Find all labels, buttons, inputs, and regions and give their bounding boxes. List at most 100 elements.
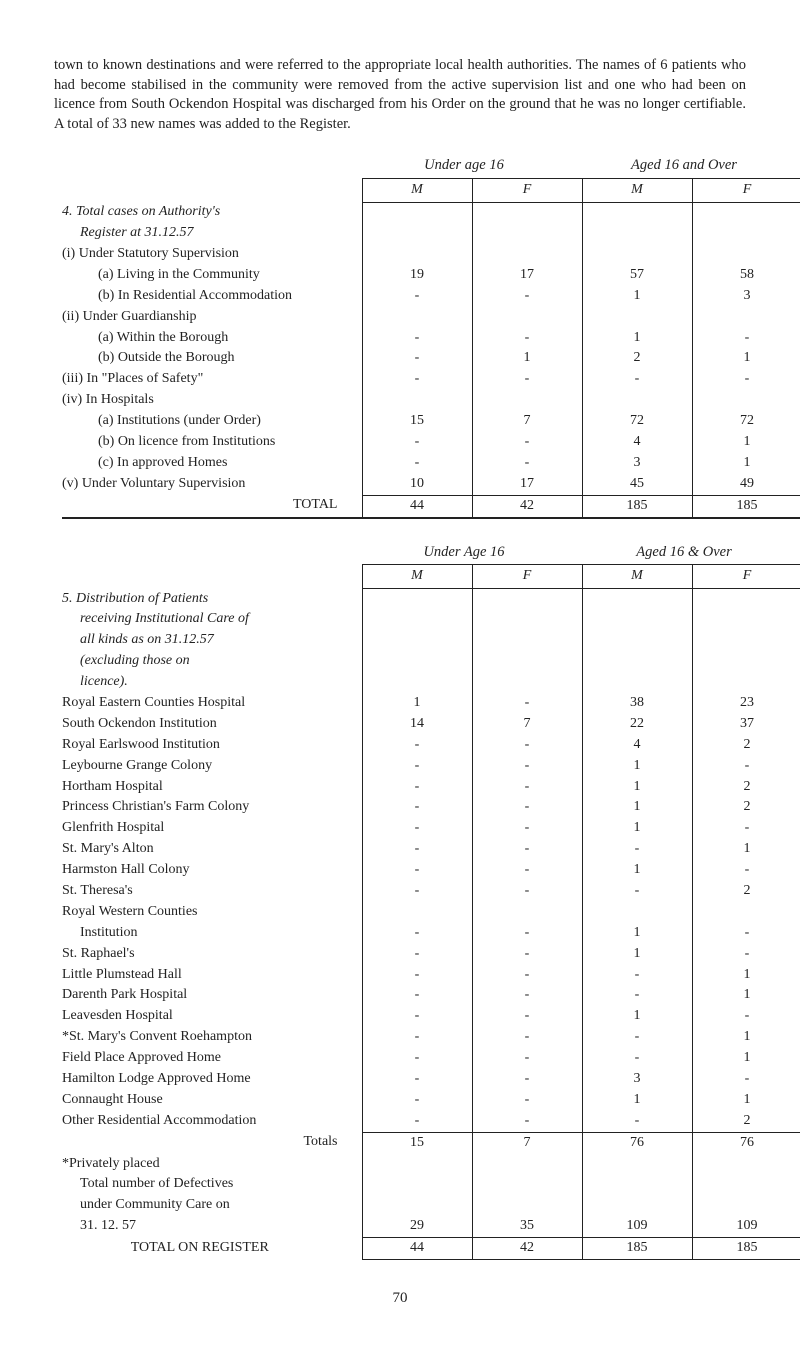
cell: - [362, 348, 472, 369]
cell [362, 589, 472, 610]
cell: 58 [692, 265, 800, 286]
cell: - [362, 1111, 472, 1132]
cell: 1 [692, 432, 800, 453]
cell: 1 [362, 693, 472, 714]
community-care-a: Total number of Defectives [62, 1175, 358, 1194]
cell: - [472, 1048, 582, 1069]
col-header: M [362, 565, 472, 589]
cell: - [692, 1006, 800, 1027]
row-label: Princess Christian's Farm Colony [62, 799, 249, 814]
row-label: Royal Earlswood Institution [62, 737, 220, 752]
col-header: F [472, 565, 582, 589]
table-2-grid: MFMF5. Distribution of Patientsreceiving… [62, 564, 800, 1260]
cell: 15 [362, 411, 472, 432]
cell: 44 [362, 495, 472, 517]
cell [582, 589, 692, 610]
section-4-title-b: Register at 31.12.57 [62, 224, 358, 243]
cell: 4 [582, 432, 692, 453]
row-label: (a) Within the Borough [62, 329, 358, 348]
cell: - [692, 818, 800, 839]
cell: 1 [582, 818, 692, 839]
cell: - [362, 965, 472, 986]
row-label: Glenfrith Hospital [62, 820, 164, 835]
cell [692, 244, 800, 265]
cell [692, 307, 800, 328]
cell: 1 [692, 348, 800, 369]
cell: 3 [582, 453, 692, 474]
caption-under16: Under age 16 [354, 156, 574, 176]
section-5-title-c: all kinds as on 31.12.57 [62, 631, 358, 650]
cell: 23 [692, 693, 800, 714]
cell: 14 [362, 714, 472, 735]
cell: - [362, 328, 472, 349]
cell [692, 390, 800, 411]
cell: - [362, 1027, 472, 1048]
cell [472, 390, 582, 411]
cell [582, 651, 692, 672]
cell: - [582, 1048, 692, 1069]
cell [582, 672, 692, 693]
cell [362, 630, 472, 651]
cell: 1 [692, 1090, 800, 1111]
cell [362, 902, 472, 923]
cell: 57 [582, 265, 692, 286]
col-header: M [582, 565, 692, 589]
cell: - [362, 432, 472, 453]
table-2: Under Age 16 Aged 16 & Over MFMF5. Distr… [62, 543, 746, 1260]
cell: 15 [362, 1132, 472, 1153]
table-1-grid: MFMF4. Total cases on Authority'sRegiste… [62, 178, 800, 519]
cell: 1 [582, 923, 692, 944]
cell: 35 [472, 1216, 582, 1237]
row-label: Hamilton Lodge Approved Home [62, 1071, 251, 1086]
cell: - [582, 1111, 692, 1132]
cell: - [472, 944, 582, 965]
cell: 2 [692, 881, 800, 902]
cell: - [472, 1006, 582, 1027]
caption-over16: Aged 16 and Over [574, 156, 794, 176]
cell [362, 307, 472, 328]
cell [692, 589, 800, 610]
cell: 29 [362, 1216, 472, 1237]
cell: - [692, 369, 800, 390]
cell: - [472, 1069, 582, 1090]
community-care-c: 31. 12. 57 [62, 1217, 358, 1236]
cell: - [362, 839, 472, 860]
row-label: (ii) Under Guardianship [62, 309, 197, 324]
cell: - [362, 985, 472, 1006]
table-1-caption: Under age 16 Aged 16 and Over [62, 156, 746, 176]
cell [582, 390, 692, 411]
section-4-title-a: 4. Total cases on Authority's [62, 204, 220, 219]
cell: 185 [582, 495, 692, 517]
cell [692, 609, 800, 630]
row-label: Connaught House [62, 1092, 163, 1107]
cell [362, 202, 472, 223]
cell: 185 [692, 495, 800, 517]
col-header: F [472, 178, 582, 202]
cell [362, 609, 472, 630]
intro-paragraph: town to known destinations and were refe… [54, 56, 746, 134]
cell [582, 1174, 692, 1195]
cell: 1 [692, 453, 800, 474]
cell [692, 630, 800, 651]
cell [692, 202, 800, 223]
cell [582, 307, 692, 328]
cell: - [692, 923, 800, 944]
cell: - [582, 881, 692, 902]
cell [692, 1195, 800, 1216]
page-number: 70 [54, 1288, 746, 1308]
cell: 1 [472, 348, 582, 369]
cell: - [472, 985, 582, 1006]
cell [472, 902, 582, 923]
cell: - [472, 286, 582, 307]
cell [472, 307, 582, 328]
row-label: (b) In Residential Accommodation [62, 287, 358, 306]
cell: 2 [692, 1111, 800, 1132]
cell: 42 [472, 495, 582, 517]
cell: - [472, 860, 582, 881]
cell: 37 [692, 714, 800, 735]
grand-total-label: TOTAL ON REGISTER [62, 1238, 362, 1260]
cell: - [582, 839, 692, 860]
cell: 1 [582, 777, 692, 798]
cell [582, 1154, 692, 1175]
cell: 72 [582, 411, 692, 432]
